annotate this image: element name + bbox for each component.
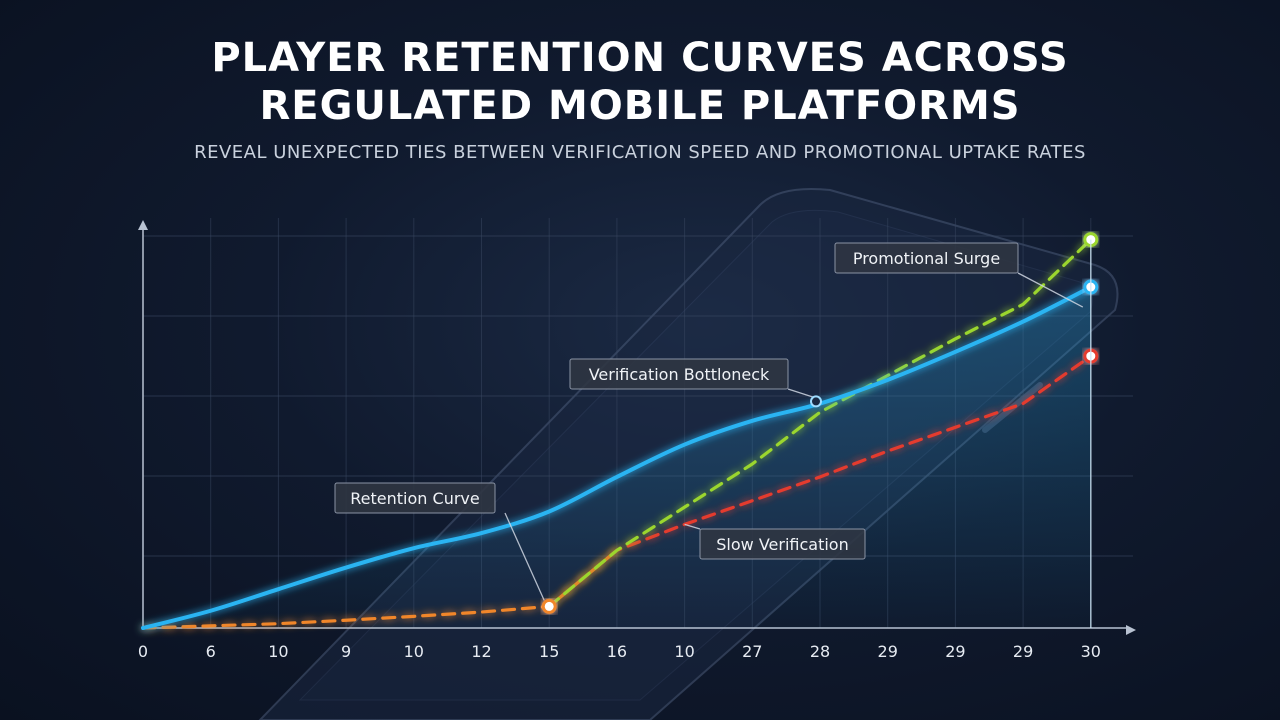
chart-subtitle: REVEAL UNEXPECTED TIES BETWEEN VERIFICAT… — [194, 142, 1086, 163]
annotation-box — [834, 242, 1019, 274]
x-tick-label: 10 — [268, 642, 288, 661]
series-line-baseline — [141, 548, 619, 630]
annotation-verification-bottleneck: Verification Bottloneck — [569, 358, 789, 390]
annotation-box — [569, 358, 789, 390]
x-tick-label: 12 — [471, 642, 491, 661]
annotation-box — [334, 482, 496, 514]
annotation-label: Retention Curve — [350, 489, 479, 508]
series-line-promotional — [547, 237, 1093, 609]
annotation-leader-slow-verification — [684, 523, 701, 530]
annotation-label: Promotional Surge — [853, 249, 1000, 268]
annotation-label: Verification Bottloneck — [589, 365, 770, 384]
annotation-box — [699, 528, 866, 560]
annotation-slow-verification: Slow Verification — [699, 528, 866, 560]
x-tick-label: 0 — [138, 642, 148, 661]
x-tick-label: 29 — [878, 642, 898, 661]
x-tick-label: 10 — [674, 642, 694, 661]
annotation-leader-verification-bottleneck — [787, 388, 815, 399]
x-tick-label: 16 — [607, 642, 627, 661]
series-line-retention — [141, 285, 1093, 630]
annotation-leader-retention-curve — [504, 512, 545, 601]
chart-title-line-1: PLAYER RETENTION CURVES ACROSS — [211, 35, 1069, 81]
point-retention-curve-marker — [541, 598, 557, 614]
annotation-promotional-surge: Promotional Surge — [834, 242, 1019, 274]
annotation-leaders — [504, 272, 1084, 601]
x-tick-label: 10 — [404, 642, 424, 661]
x-axis-ticks: 0 6 10 9 10 12 15 16 10 27 28 29 29 29 30 — [138, 642, 1101, 661]
x-tick-label: 29 — [945, 642, 965, 661]
annotation-retention-curve: Retention Curve — [334, 482, 496, 514]
series-line-slow-verification — [547, 354, 1093, 609]
chart-points — [541, 232, 1099, 628]
x-tick-label: 6 — [206, 642, 216, 661]
x-tick-label: 15 — [539, 642, 559, 661]
x-tick-label: 28 — [810, 642, 830, 661]
x-tick-label: 27 — [742, 642, 762, 661]
chart-title-line-2: REGULATED MOBILE PLATFORMS — [259, 83, 1021, 129]
point-verification-bottleneck — [810, 395, 822, 408]
y-axis-arrow — [138, 220, 148, 230]
x-tick-label: 9 — [341, 642, 351, 661]
chart-series — [141, 237, 1093, 630]
x-axis-arrow — [1126, 625, 1136, 635]
chart-title: PLAYER RETENTION CURVES ACROSS REGULATED… — [0, 34, 1280, 130]
annotation-leader-promotional-surge — [1017, 272, 1084, 308]
annotation-label: Slow Verification — [716, 535, 848, 554]
x-tick-label: 29 — [1013, 642, 1033, 661]
x-tick-label: 30 — [1081, 642, 1101, 661]
chart-annotations: Retention Curve Verification Bottloneck Pr… — [334, 242, 1019, 560]
